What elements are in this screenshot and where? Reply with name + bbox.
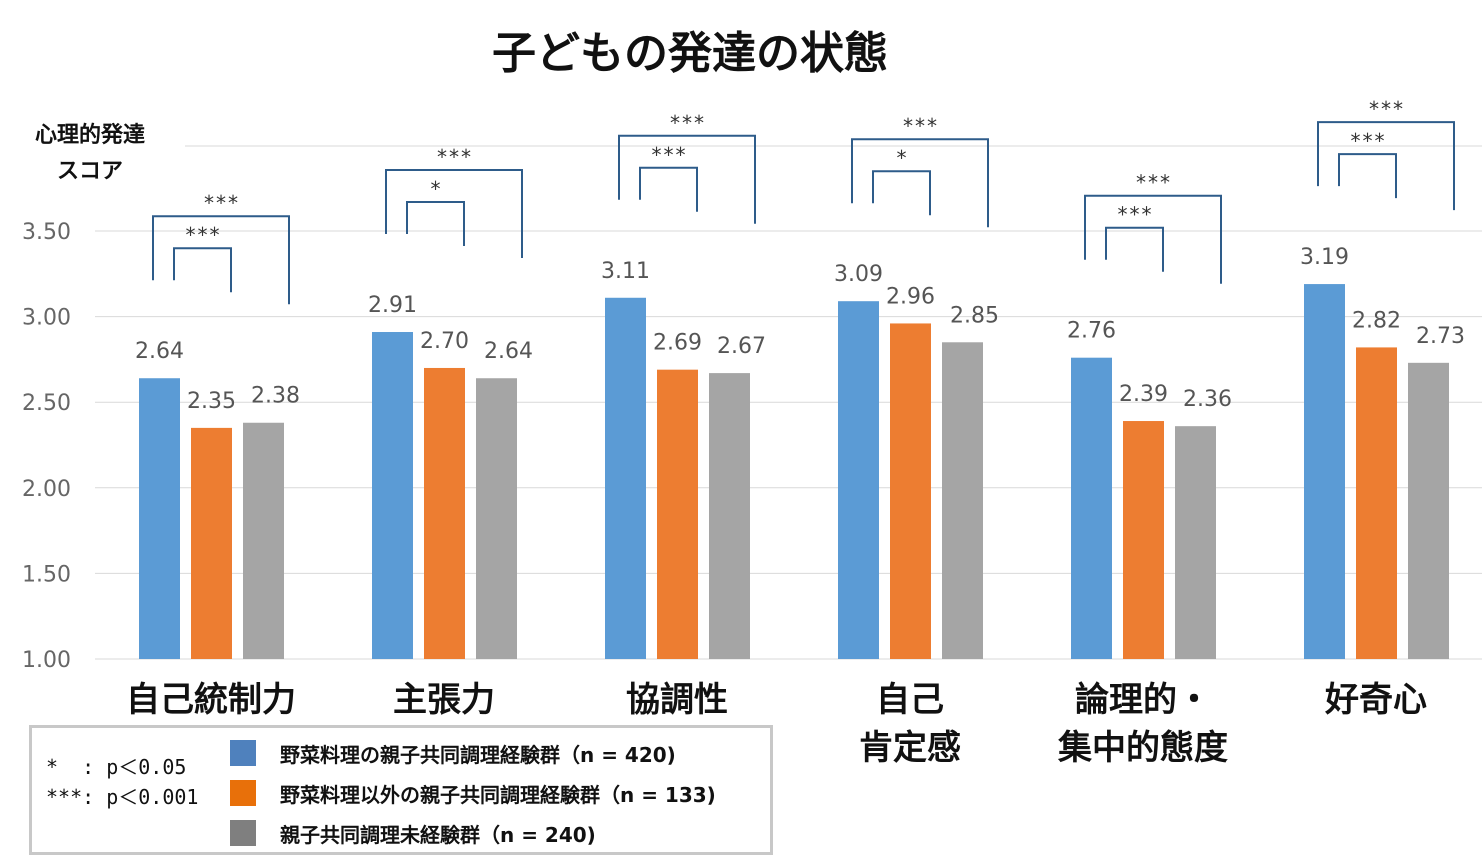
value-label: 2.82 xyxy=(1352,308,1401,333)
category-label: 自己 xyxy=(876,680,944,720)
y-tick-label: 3.00 xyxy=(22,306,71,331)
legend-label: 野菜料理以外の親子共同調理経験群（n = 133) xyxy=(280,782,716,807)
bar xyxy=(709,373,750,659)
inner-bracket xyxy=(1338,153,1397,199)
value-label: 2.67 xyxy=(717,334,766,359)
inner-significance-label: *** xyxy=(1116,203,1152,227)
inner-bracket xyxy=(1105,226,1164,272)
outer-significance-label: *** xyxy=(436,145,472,169)
outer-significance-label: *** xyxy=(669,111,705,135)
inner-bracket xyxy=(173,247,232,293)
value-labels: 2.64 2.91 3.11 3.09 2.76 3.19 2.35 2.70 2.69 2.96… xyxy=(135,245,1465,414)
outer-bracket xyxy=(1084,194,1222,284)
y-tick-label: 2.50 xyxy=(22,391,71,416)
inner-significance-label: *** xyxy=(1349,129,1385,153)
y-tick-label: 3.50 xyxy=(22,220,71,245)
bars xyxy=(139,284,1449,659)
significance-brackets: ******************************** xyxy=(152,97,1455,305)
category-label: 主張力 xyxy=(393,680,495,720)
value-label: 2.70 xyxy=(420,329,469,354)
significance-notes: * : p＜0.05 ***: p＜0.001 xyxy=(46,752,198,812)
outer-significance-label: *** xyxy=(1135,171,1171,195)
category-label: 論理的・ xyxy=(1075,680,1211,720)
legend-item-other-cooking: 野菜料理以外の親子共同調理経験群（n = 133) xyxy=(230,780,716,807)
category-label: 協調性 xyxy=(626,680,728,720)
value-label: 2.36 xyxy=(1183,387,1232,412)
outer-significance-label: *** xyxy=(1368,97,1404,121)
category-label: 集中的態度 xyxy=(1057,728,1228,768)
value-label: 2.76 xyxy=(1067,319,1116,344)
bar xyxy=(1356,347,1397,659)
value-label: 3.11 xyxy=(601,259,650,284)
inner-significance-label: * xyxy=(895,146,907,170)
outer-significance-label: *** xyxy=(203,191,239,215)
inner-significance-label: *** xyxy=(650,143,686,167)
bar xyxy=(1304,284,1345,659)
value-label: 3.09 xyxy=(834,262,883,287)
bar xyxy=(942,342,983,659)
outer-bracket xyxy=(1317,121,1455,211)
chart-title: 子どもの発達の状態 xyxy=(492,28,888,79)
value-label: 2.64 xyxy=(135,339,184,364)
bar xyxy=(191,427,232,659)
y-axis-label-line-2: スコア xyxy=(57,159,123,184)
bar xyxy=(1123,421,1164,659)
outer-bracket xyxy=(152,215,290,305)
bar xyxy=(424,367,465,659)
value-label: 2.38 xyxy=(251,384,300,409)
category-label: 好奇心 xyxy=(1324,680,1427,720)
bar xyxy=(838,301,879,659)
inner-significance-label: * xyxy=(429,177,441,201)
bar xyxy=(657,369,698,659)
y-tick-label: 2.00 xyxy=(22,477,71,502)
outer-bracket xyxy=(851,138,989,228)
note-p0001: ***: p＜0.001 xyxy=(46,785,199,809)
bar xyxy=(890,323,931,659)
value-label: 2.96 xyxy=(886,284,935,309)
value-label: 2.91 xyxy=(368,293,417,318)
value-label: 2.64 xyxy=(484,339,533,364)
bar xyxy=(243,422,284,659)
y-tick-label: 1.50 xyxy=(22,562,71,587)
note-p005: * : p＜0.05 xyxy=(46,755,187,779)
y-axis-label-line-1: 心理的発達 xyxy=(35,122,145,148)
inner-bracket xyxy=(639,166,698,212)
value-label: 2.39 xyxy=(1119,382,1168,407)
outer-significance-label: *** xyxy=(902,114,938,138)
inner-significance-label: *** xyxy=(184,223,220,247)
bar xyxy=(372,332,413,659)
inner-bracket xyxy=(406,201,465,247)
bar xyxy=(1408,362,1449,659)
value-label: 3.19 xyxy=(1300,245,1349,270)
y-tick-label: 1.00 xyxy=(22,648,71,673)
outer-bracket xyxy=(618,134,756,224)
gridlines xyxy=(95,145,1482,660)
legend-swatch xyxy=(230,820,256,846)
outer-bracket xyxy=(385,169,523,259)
value-label: 2.69 xyxy=(653,331,702,356)
inner-bracket xyxy=(872,170,931,216)
bar xyxy=(1071,357,1112,659)
category-label: 肯定感 xyxy=(859,728,961,768)
category-label: 自己統制力 xyxy=(126,680,296,720)
value-label: 2.35 xyxy=(187,389,236,414)
bar xyxy=(605,297,646,659)
bar xyxy=(1175,426,1216,659)
legend-swatch xyxy=(230,740,256,766)
legend-item-no-cooking: 親子共同調理未経験群（n = 240) xyxy=(230,820,596,847)
legend-swatch xyxy=(230,780,256,806)
bar xyxy=(476,378,517,659)
bar xyxy=(139,378,180,659)
value-label: 2.85 xyxy=(950,303,999,328)
legend: * : p＜0.05 ***: p＜0.001 野菜料理の親子共同調理経験群（n … xyxy=(29,725,773,855)
value-label: 2.73 xyxy=(1416,324,1465,349)
legend-label: 野菜料理の親子共同調理経験群（n = 420) xyxy=(280,742,676,767)
legend-label: 親子共同調理未経験群（n = 240) xyxy=(280,822,596,847)
y-tick-labels: 1.00 1.50 2.00 2.50 3.00 3.50 xyxy=(22,220,71,673)
legend-item-vegetable-cooking: 野菜料理の親子共同調理経験群（n = 420) xyxy=(230,740,676,767)
